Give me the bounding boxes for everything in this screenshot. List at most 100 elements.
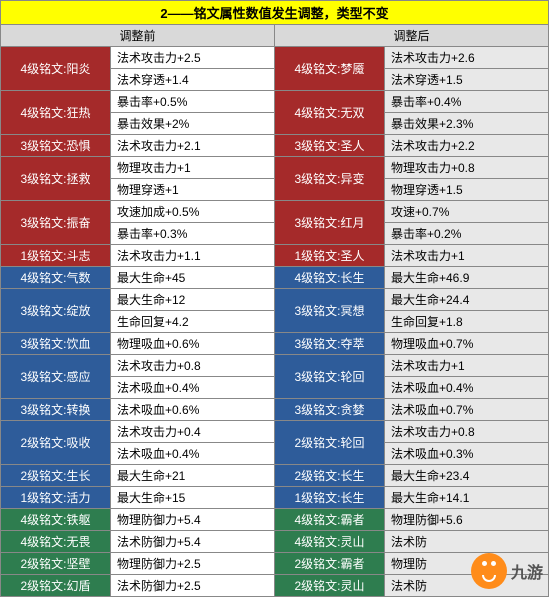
right-rune-name: 4级铭文:梦魇	[275, 47, 385, 91]
left-rune-name: 4级铭文:阳炎	[1, 47, 111, 91]
left-stat: 法术攻击力+1.1	[111, 245, 275, 267]
right-rune-name: 2级铭文:长生	[275, 465, 385, 487]
right-stat: 法术吸血+0.4%	[385, 377, 549, 399]
left-rune-name: 1级铭文:斗志	[1, 245, 111, 267]
logo-text: 九游	[511, 559, 543, 583]
left-stat: 法术防御力+2.5	[111, 575, 275, 597]
left-rune-name: 3级铭文:拯救	[1, 157, 111, 201]
right-stat: 法术穿透+1.5	[385, 69, 549, 91]
left-stat: 物理穿透+1	[111, 179, 275, 201]
right-stat: 法术攻击力+0.8	[385, 421, 549, 443]
table-row: 3级铭文:恐惧法术攻击力+2.13级铭文:圣人法术攻击力+2.2	[1, 135, 549, 157]
right-stat: 物理攻击力+0.8	[385, 157, 549, 179]
right-stat: 法术攻击力+1	[385, 245, 549, 267]
left-rune-name: 3级铭文:转换	[1, 399, 111, 421]
right-rune-name: 3级铭文:圣人	[275, 135, 385, 157]
table-row: 1级铭文:活力最大生命+151级铭文:长生最大生命+14.1	[1, 487, 549, 509]
table-row: 4级铭文:狂热暴击率+0.5%4级铭文:无双暴击率+0.4%	[1, 91, 549, 113]
table-row: 4级铭文:铁躯物理防御力+5.44级铭文:霸者物理防御+5.6	[1, 509, 549, 531]
right-stat: 法术攻击力+2.6	[385, 47, 549, 69]
table-row: 3级铭文:振奋攻速加成+0.5%3级铭文:红月攻速+0.7%	[1, 201, 549, 223]
right-rune-name: 3级铭文:夺萃	[275, 333, 385, 355]
right-stat: 最大生命+23.4	[385, 465, 549, 487]
left-stat: 暴击率+0.5%	[111, 91, 275, 113]
right-stat: 暴击效果+2.3%	[385, 113, 549, 135]
left-rune-name: 2级铭文:坚壁	[1, 553, 111, 575]
right-stat: 生命回复+1.8	[385, 311, 549, 333]
right-rune-name: 3级铭文:异变	[275, 157, 385, 201]
table-row: 3级铭文:拯救物理攻击力+13级铭文:异变物理攻击力+0.8	[1, 157, 549, 179]
right-stat: 法术吸血+0.7%	[385, 399, 549, 421]
header-before: 调整前	[1, 25, 275, 47]
left-rune-name: 2级铭文:幻盾	[1, 575, 111, 597]
right-rune-name: 4级铭文:霸者	[275, 509, 385, 531]
right-stat: 法术攻击力+1	[385, 355, 549, 377]
left-stat: 法术攻击力+2.5	[111, 47, 275, 69]
left-rune-name: 4级铭文:无畏	[1, 531, 111, 553]
table-row: 4级铭文:阳炎法术攻击力+2.54级铭文:梦魇法术攻击力+2.6	[1, 47, 549, 69]
left-rune-name: 2级铭文:生长	[1, 465, 111, 487]
left-stat: 最大生命+21	[111, 465, 275, 487]
right-rune-name: 4级铭文:长生	[275, 267, 385, 289]
table-row: 2级铭文:坚壁物理防御力+2.52级铭文:霸者物理防	[1, 553, 549, 575]
left-stat: 法术防御力+5.4	[111, 531, 275, 553]
table-row: 3级铭文:饮血物理吸血+0.6%3级铭文:夺萃物理吸血+0.7%	[1, 333, 549, 355]
left-stat: 暴击效果+2%	[111, 113, 275, 135]
left-rune-name: 4级铭文:铁躯	[1, 509, 111, 531]
left-stat: 法术吸血+0.4%	[111, 443, 275, 465]
right-rune-name: 2级铭文:轮回	[275, 421, 385, 465]
right-stat: 最大生命+24.4	[385, 289, 549, 311]
left-rune-name: 4级铭文:气数	[1, 267, 111, 289]
left-rune-name: 3级铭文:感应	[1, 355, 111, 399]
left-stat: 法术攻击力+0.8	[111, 355, 275, 377]
left-stat: 法术穿透+1.4	[111, 69, 275, 91]
right-rune-name: 2级铭文:霸者	[275, 553, 385, 575]
logo-icon	[471, 553, 507, 589]
left-rune-name: 3级铭文:绽放	[1, 289, 111, 333]
left-rune-name: 3级铭文:恐惧	[1, 135, 111, 157]
right-stat: 物理防御+5.6	[385, 509, 549, 531]
right-stat: 暴击率+0.2%	[385, 223, 549, 245]
right-stat: 法术攻击力+2.2	[385, 135, 549, 157]
header-after: 调整后	[275, 25, 549, 47]
left-rune-name: 3级铭文:振奋	[1, 201, 111, 245]
left-stat: 法术攻击力+0.4	[111, 421, 275, 443]
right-rune-name: 2级铭文:灵山	[275, 575, 385, 597]
left-stat: 最大生命+12	[111, 289, 275, 311]
right-rune-name: 1级铭文:圣人	[275, 245, 385, 267]
right-stat: 物理吸血+0.7%	[385, 333, 549, 355]
table-row: 1级铭文:斗志法术攻击力+1.11级铭文:圣人法术攻击力+1	[1, 245, 549, 267]
left-rune-name: 1级铭文:活力	[1, 487, 111, 509]
table-row: 4级铭文:无畏法术防御力+5.44级铭文:灵山法术防	[1, 531, 549, 553]
table-row: 2级铭文:吸收法术攻击力+0.42级铭文:轮回法术攻击力+0.8	[1, 421, 549, 443]
right-stat: 暴击率+0.4%	[385, 91, 549, 113]
left-rune-name: 3级铭文:饮血	[1, 333, 111, 355]
left-stat: 物理防御力+5.4	[111, 509, 275, 531]
site-logo: 九游	[471, 553, 543, 589]
left-rune-name: 4级铭文:狂热	[1, 91, 111, 135]
left-stat: 物理攻击力+1	[111, 157, 275, 179]
right-stat: 最大生命+14.1	[385, 487, 549, 509]
right-stat: 最大生命+46.9	[385, 267, 549, 289]
left-stat: 法术吸血+0.6%	[111, 399, 275, 421]
table-row: 2级铭文:幻盾法术防御力+2.52级铭文:灵山法术防	[1, 575, 549, 597]
rune-adjustment-table: 2——铭文属性数值发生调整，类型不变 调整前 调整后 4级铭文:阳炎法术攻击力+…	[0, 0, 549, 597]
right-stat: 物理穿透+1.5	[385, 179, 549, 201]
left-stat: 暴击率+0.3%	[111, 223, 275, 245]
right-stat: 法术防	[385, 531, 549, 553]
left-stat: 生命回复+4.2	[111, 311, 275, 333]
left-rune-name: 2级铭文:吸收	[1, 421, 111, 465]
right-rune-name: 3级铭文:红月	[275, 201, 385, 245]
table-row: 2级铭文:生长最大生命+212级铭文:长生最大生命+23.4	[1, 465, 549, 487]
right-rune-name: 1级铭文:长生	[275, 487, 385, 509]
table-row: 4级铭文:气数最大生命+454级铭文:长生最大生命+46.9	[1, 267, 549, 289]
left-stat: 物理防御力+2.5	[111, 553, 275, 575]
left-stat: 物理吸血+0.6%	[111, 333, 275, 355]
table-row: 3级铭文:绽放最大生命+123级铭文:冥想最大生命+24.4	[1, 289, 549, 311]
table-row: 3级铭文:转换法术吸血+0.6%3级铭文:贪婪法术吸血+0.7%	[1, 399, 549, 421]
right-rune-name: 3级铭文:冥想	[275, 289, 385, 333]
right-stat: 法术吸血+0.3%	[385, 443, 549, 465]
table-title: 2——铭文属性数值发生调整，类型不变	[1, 1, 549, 25]
left-stat: 最大生命+15	[111, 487, 275, 509]
right-rune-name: 4级铭文:无双	[275, 91, 385, 135]
